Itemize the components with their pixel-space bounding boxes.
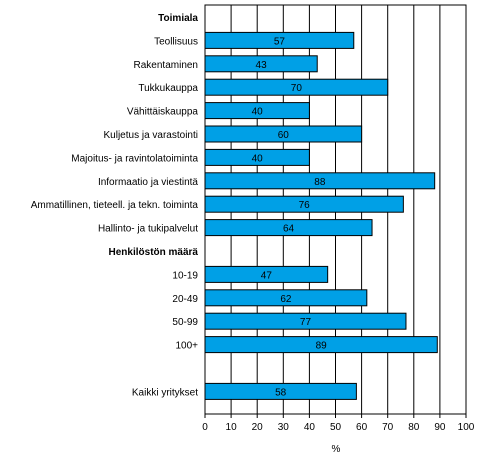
category-label: 100+ (175, 341, 198, 352)
category-label: Majoitus- ja ravintolatoiminta (71, 153, 198, 164)
category-label: Tukkukauppa (138, 83, 198, 94)
category-label: Rakentaminen (134, 60, 198, 71)
category-label: Vähittäiskauppa (127, 107, 199, 118)
bar-value-label: 40 (252, 153, 264, 164)
category-label: 10-19 (172, 270, 198, 281)
bar (204, 382, 357, 400)
bar-value-label: 40 (252, 107, 264, 118)
bars: 57 43 70 40 60 40 88 76 64 47 62 77 89 58 (204, 31, 438, 400)
x-axis-ticks: 0 10 20 30 40 50 60 70 80 90 100 (202, 414, 475, 433)
bar-value-label: 89 (316, 341, 328, 352)
bar (204, 289, 368, 307)
category-label: Informaatio ja viestintä (98, 177, 198, 188)
category-label: 50-99 (172, 317, 198, 328)
section-heading: Henkilöstön määrä (109, 247, 199, 258)
x-tick-label: 30 (278, 422, 290, 433)
bar (204, 148, 310, 166)
bar (204, 195, 404, 213)
x-axis-label: % (332, 444, 341, 455)
bar-value-label: 88 (314, 177, 326, 188)
bar (204, 219, 373, 237)
bar (204, 265, 329, 283)
bar-value-label: 58 (275, 387, 287, 398)
bar-value-label: 43 (256, 60, 268, 71)
x-tick-label: 90 (434, 422, 446, 433)
bar (204, 312, 407, 330)
x-tick-label: 0 (202, 422, 208, 433)
category-label: Kaikki yritykset (132, 387, 198, 398)
x-tick-label: 50 (330, 422, 342, 433)
bar-value-label: 77 (300, 317, 312, 328)
x-tick-label: 20 (252, 422, 264, 433)
category-label: 20-49 (172, 294, 198, 305)
x-tick-label: 70 (382, 422, 394, 433)
x-tick-label: 60 (356, 422, 368, 433)
bar-value-label: 57 (274, 36, 286, 47)
x-tick-label: 80 (408, 422, 420, 433)
category-label: Teollisuus (154, 36, 198, 47)
bar (204, 55, 318, 73)
bar-value-label: 62 (280, 294, 292, 305)
x-tick-label: 40 (304, 422, 316, 433)
bar (204, 102, 310, 120)
bar (204, 31, 355, 49)
category-label: Hallinto- ja tukipalvelut (98, 224, 198, 235)
category-labels: Toimiala Teollisuus Rakentaminen Tukkukaupp… (31, 13, 199, 398)
category-label: Ammatillinen, tieteell. ja tekn. toimint… (31, 200, 199, 211)
bar-value-label: 60 (278, 130, 290, 141)
category-label: Kuljetus ja varastointi (104, 130, 199, 141)
x-tick-label: 10 (226, 422, 238, 433)
bar-value-label: 64 (283, 224, 295, 235)
bar-value-label: 76 (299, 200, 311, 211)
bar-value-label: 70 (291, 83, 303, 94)
bar (204, 172, 436, 190)
bar (204, 125, 363, 143)
bar (204, 78, 389, 96)
section-heading: Toimiala (158, 13, 198, 24)
bar (204, 336, 438, 354)
bar-value-label: 47 (261, 270, 273, 281)
x-tick-label: 100 (458, 422, 475, 433)
